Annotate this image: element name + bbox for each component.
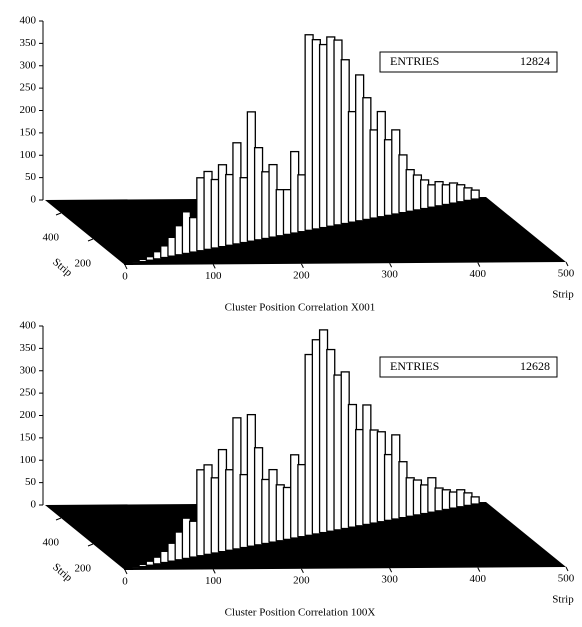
z-tick-label: 200: [75, 258, 92, 270]
x-tick-label: 400: [470, 268, 487, 280]
x-tick-label: 100: [205, 270, 222, 282]
x-tick: [565, 261, 569, 267]
x-tick-label: 200: [293, 269, 310, 281]
y-tick-label: 0: [31, 194, 37, 206]
chart-title: Cluster Position Correlation X001: [225, 302, 376, 314]
x-tick-label: 400: [470, 573, 487, 585]
chart-title: Cluster Position Correlation 100X: [225, 607, 376, 619]
bar: [123, 567, 134, 570]
y-tick-label: 0: [31, 499, 37, 511]
x-tick: [477, 262, 481, 267]
x-axis-label: Strip: [552, 594, 574, 606]
y-tick-label: 400: [20, 320, 37, 332]
y-tick-label: 50: [25, 476, 37, 488]
y-tick-label: 300: [20, 364, 37, 376]
chart: 0 50 100 150 200 250 300 350 400 0 100 200 300 400 500…: [20, 15, 575, 314]
x-tick-label: 500: [558, 268, 575, 280]
x-tick: [389, 567, 393, 573]
y-tick-label: 250: [20, 387, 37, 399]
y-tick-label: 300: [20, 59, 37, 71]
y-tick-label: 150: [20, 126, 37, 138]
z-axis-label: Strip: [50, 561, 74, 584]
z-tick: [55, 517, 62, 521]
bar: [470, 189, 480, 200]
y-tick-label: 150: [20, 431, 37, 443]
z-tick: [87, 238, 94, 242]
x-tick: [124, 264, 128, 270]
y-tick-label: 250: [20, 82, 37, 94]
y-tick-label: 350: [20, 37, 37, 49]
x-tick: [477, 567, 481, 572]
x-tick: [300, 568, 304, 574]
y-tick-label: 200: [20, 104, 37, 116]
y-tick-label: 100: [20, 149, 37, 161]
bar: [470, 496, 480, 505]
x-tick-label: 300: [381, 269, 398, 281]
x-tick: [565, 566, 569, 572]
z-axis-label: Strip: [50, 256, 74, 279]
x-tick-label: 0: [122, 271, 128, 283]
stats-value: 12824: [520, 54, 550, 68]
x-axis-label: Strip: [552, 289, 574, 301]
chart: 0 50 100 150 200 250 300 350 400 0 100 200 300 400 500…: [20, 320, 575, 619]
x-tick-label: 100: [205, 575, 222, 587]
y-tick-label: 200: [20, 409, 37, 421]
y-tick-label: 100: [20, 454, 37, 466]
z-tick-label: 400: [43, 537, 60, 549]
stats-label: ENTRIES: [390, 359, 439, 373]
stats-box: [379, 356, 558, 378]
x-tick-label: 500: [558, 573, 575, 585]
x-tick: [212, 569, 216, 574]
z-tick: [55, 212, 62, 216]
bar: [131, 565, 141, 569]
z-tick: [87, 543, 94, 547]
x-tick: [212, 264, 216, 269]
x-tick-label: 200: [293, 574, 310, 586]
stats-value: 12628: [520, 359, 550, 373]
x-tick: [389, 262, 393, 268]
y-tick-label: 400: [20, 15, 37, 27]
y-tick-label: 50: [25, 171, 37, 183]
z-tick-label: 400: [43, 232, 60, 244]
x-tick: [124, 569, 128, 575]
bar: [123, 262, 134, 265]
y-tick-label: 350: [20, 342, 37, 354]
z-tick-label: 200: [75, 563, 92, 575]
x-tick-label: 300: [381, 574, 398, 586]
stats-box: [379, 51, 558, 73]
x-tick: [300, 263, 304, 269]
bar: [131, 260, 141, 264]
x-tick-label: 0: [122, 576, 128, 588]
stats-label: ENTRIES: [390, 54, 439, 68]
